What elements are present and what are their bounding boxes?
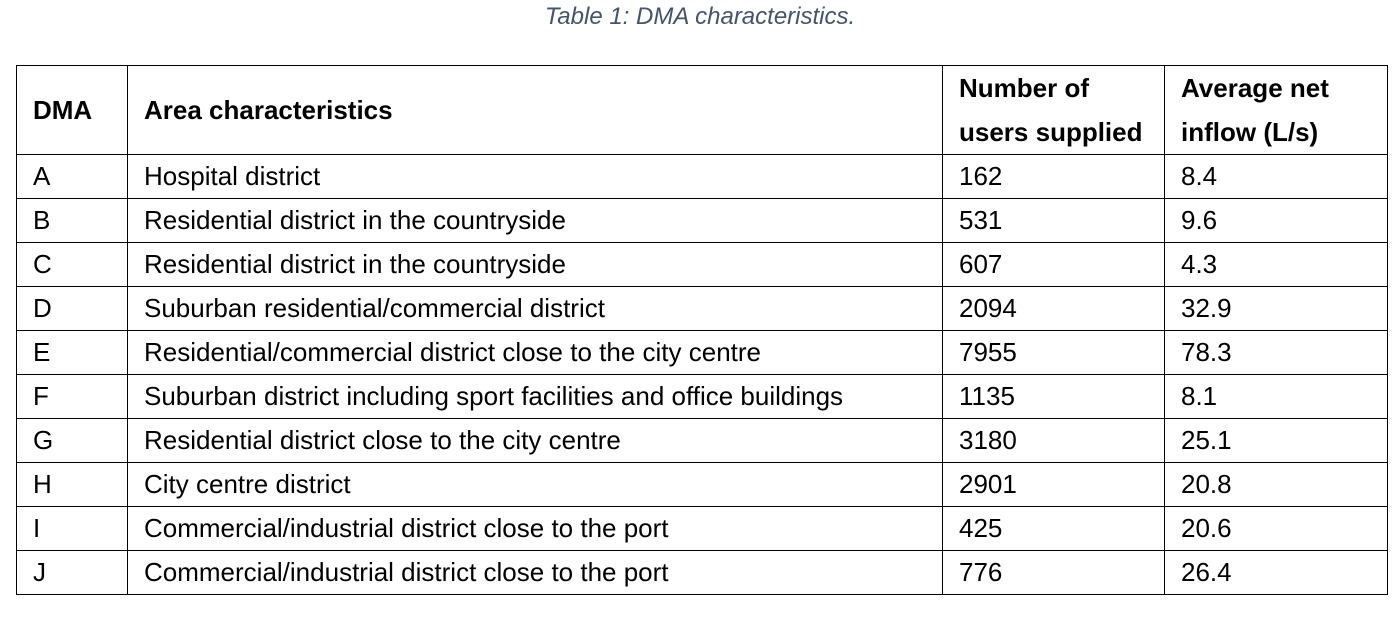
cell-inflow: 20.6: [1164, 506, 1388, 551]
cell-area: Residential district in the countryside: [127, 242, 943, 287]
cell-area: Commercial/industrial district close to …: [127, 506, 943, 551]
cell-area: Residential district in the countryside: [127, 198, 943, 243]
cell-area: City centre district: [127, 462, 943, 507]
cell-area: Suburban district including sport facili…: [127, 374, 943, 419]
table-row: A Hospital district 162 8.4: [16, 154, 1388, 199]
cell-inflow: 20.8: [1164, 462, 1388, 507]
cell-users: 776: [942, 550, 1165, 595]
table-header-row: DMA Area characteristics Number of users…: [16, 65, 1388, 155]
cell-users: 425: [942, 506, 1165, 551]
header-area-characteristics: Area characteristics: [127, 65, 943, 155]
header-inflow-line2: inflow (L/s): [1181, 117, 1319, 147]
cell-inflow: 4.3: [1164, 242, 1388, 287]
cell-users: 1135: [942, 374, 1165, 419]
cell-inflow: 25.1: [1164, 418, 1388, 463]
header-users-line1: Number of: [959, 73, 1089, 103]
cell-users: 7955: [942, 330, 1165, 375]
cell-area: Commercial/industrial district close to …: [127, 550, 943, 595]
table-caption: Table 1: DMA characteristics.: [544, 3, 856, 30]
table-row: F Suburban district including sport faci…: [16, 374, 1388, 419]
cell-dma: J: [16, 550, 128, 595]
header-users-line2: users supplied: [959, 117, 1143, 147]
cell-dma: D: [16, 286, 128, 331]
header-average-net-inflow: Average net inflow (L/s): [1164, 65, 1388, 155]
cell-users: 607: [942, 242, 1165, 287]
cell-dma: C: [16, 242, 128, 287]
table-row: E Residential/commercial district close …: [16, 330, 1388, 375]
cell-users: 2094: [942, 286, 1165, 331]
cell-dma: I: [16, 506, 128, 551]
cell-area: Hospital district: [127, 154, 943, 199]
cell-dma: B: [16, 198, 128, 243]
table-row: I Commercial/industrial district close t…: [16, 506, 1388, 551]
cell-area: Residential district close to the city c…: [127, 418, 943, 463]
table-row: B Residential district in the countrysid…: [16, 198, 1388, 243]
header-dma: DMA: [16, 65, 128, 155]
cell-dma: E: [16, 330, 128, 375]
cell-area: Suburban residential/commercial district: [127, 286, 943, 331]
cell-users: 531: [942, 198, 1165, 243]
dma-characteristics-table: DMA Area characteristics Number of users…: [16, 65, 1388, 595]
header-inflow-line1: Average net: [1181, 73, 1329, 103]
cell-dma: G: [16, 418, 128, 463]
table-row: C Residential district in the countrysid…: [16, 242, 1388, 287]
table-row: J Commercial/industrial district close t…: [16, 550, 1388, 595]
cell-dma: A: [16, 154, 128, 199]
table-row: D Suburban residential/commercial distri…: [16, 286, 1388, 331]
cell-dma: H: [16, 462, 128, 507]
cell-area: Residential/commercial district close to…: [127, 330, 943, 375]
table-row: H City centre district 2901 20.8: [16, 462, 1388, 507]
cell-users: 2901: [942, 462, 1165, 507]
cell-users: 3180: [942, 418, 1165, 463]
cell-inflow: 9.6: [1164, 198, 1388, 243]
cell-dma: F: [16, 374, 128, 419]
cell-inflow: 8.4: [1164, 154, 1388, 199]
cell-inflow: 26.4: [1164, 550, 1388, 595]
table-row: G Residential district close to the city…: [16, 418, 1388, 463]
cell-inflow: 78.3: [1164, 330, 1388, 375]
header-number-of-users: Number of users supplied: [942, 65, 1165, 155]
cell-users: 162: [942, 154, 1165, 199]
cell-inflow: 8.1: [1164, 374, 1388, 419]
cell-inflow: 32.9: [1164, 286, 1388, 331]
